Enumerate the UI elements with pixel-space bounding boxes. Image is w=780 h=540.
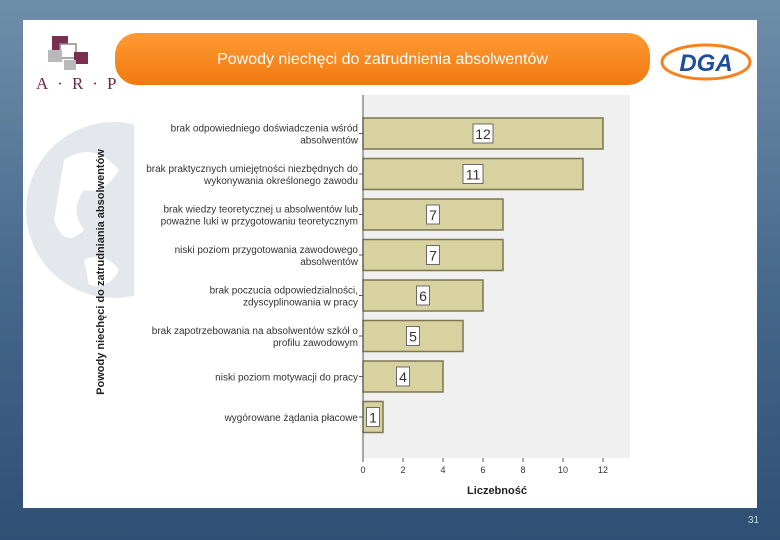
- data-label: 5: [409, 329, 417, 345]
- x-tick-label: 6: [480, 465, 485, 475]
- x-tick-label: 0: [360, 465, 365, 475]
- category-label: absolwentów: [300, 136, 359, 147]
- category-label: absolwentów: [300, 257, 359, 268]
- data-label-box: [416, 285, 430, 306]
- data-label-box: [462, 164, 484, 184]
- category-label: profilu zawodowym: [273, 338, 358, 349]
- data-label-box: [406, 326, 420, 346]
- category-label: brak praktycznych umiejętności niezbędny…: [146, 164, 358, 175]
- x-axis-ticks: 0 2 4 6 8 10 12: [360, 458, 608, 475]
- plot-area: [363, 95, 630, 458]
- x-axis-label: Liczebność: [467, 485, 527, 497]
- data-label: 1: [369, 410, 377, 426]
- page-number: 31: [748, 515, 760, 526]
- category-label: wykonywania określonego zawodu: [203, 176, 358, 187]
- title-bar: Powody niechęci do zatrudnienia absolwen…: [115, 33, 650, 85]
- data-label-box: [396, 366, 410, 387]
- dga-logo-icon: DGA: [660, 43, 752, 81]
- category-label: poważne luki w przygotowaniu teoretyczny…: [161, 217, 358, 228]
- data-label: 4: [399, 369, 407, 385]
- category-label: niski poziom motywacji do pracy: [215, 373, 358, 384]
- x-tick-label: 12: [598, 465, 608, 475]
- data-label-box: [426, 245, 440, 265]
- bars: 12 11 7 7 6 5 4 1: [362, 117, 604, 434]
- data-label-box: [366, 407, 380, 427]
- y-axis-label: Powody niechęci do zatrudniania absolwen…: [95, 149, 107, 395]
- x-tick-label: 2: [400, 465, 405, 475]
- page-title: Powody niechęci do zatrudnienia absolwen…: [217, 51, 548, 68]
- category-labels: brak odpowiedniego doświadczenia wśródab…: [146, 124, 363, 424]
- x-tick-label: 8: [520, 465, 525, 475]
- data-label: 6: [419, 288, 427, 304]
- category-label: brak wiedzy teoretycznej u absolwentów l…: [163, 205, 358, 216]
- arp-logo-text: A·R·P: [36, 74, 126, 93]
- data-label: 11: [466, 167, 481, 183]
- category-label: niski poziom przygotowania zawodowego: [175, 245, 359, 256]
- arp-logo-icon: [48, 36, 88, 70]
- category-label: brak poczucia odpowiedzialności,: [210, 286, 358, 297]
- x-tick-label: 10: [558, 465, 568, 475]
- data-label-box: [426, 204, 440, 225]
- watermark-globe-icon: [26, 122, 134, 298]
- data-label: 7: [429, 207, 437, 223]
- category-label: wygórowane żądania płacowe: [224, 413, 359, 424]
- data-label: 12: [475, 126, 491, 142]
- data-label: 7: [429, 248, 437, 264]
- x-tick-label: 4: [440, 465, 445, 475]
- category-label: brak zapotrzebowania na absolwentów szkó…: [152, 326, 359, 337]
- dga-logo-text: DGA: [679, 50, 732, 77]
- data-label-box: [472, 123, 494, 144]
- category-label: brak odpowiedniego doświadczenia wśród: [171, 124, 358, 135]
- category-label: zdyscyplinowania w pracy: [243, 298, 358, 309]
